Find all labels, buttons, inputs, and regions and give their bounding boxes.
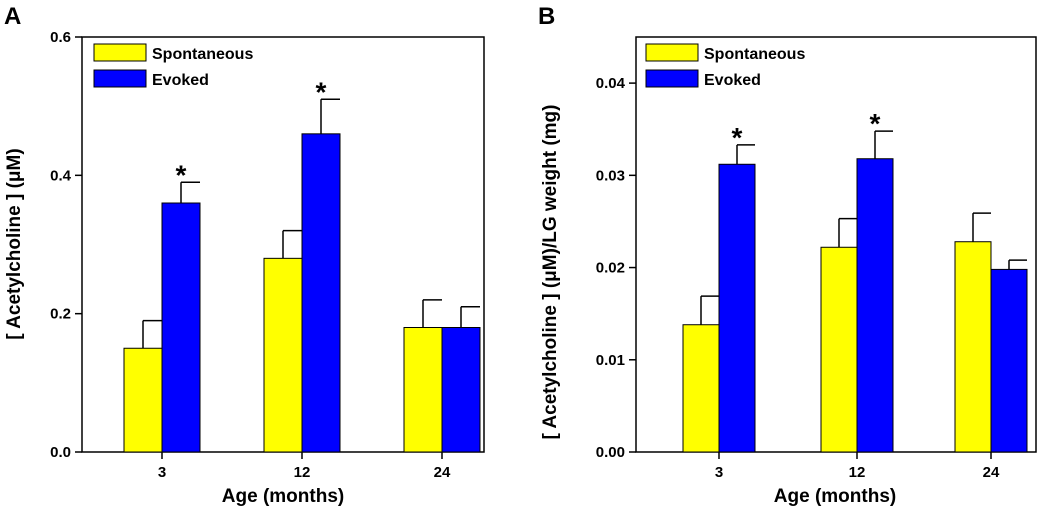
bar-evoked-3 bbox=[718, 163, 756, 453]
x-tick-label: 24 bbox=[983, 464, 1000, 481]
bar-spontaneous-3 bbox=[123, 347, 163, 453]
bar-spontaneous-12 bbox=[263, 257, 303, 453]
bar-evoked-24 bbox=[990, 268, 1028, 453]
legend-swatch-spontaneous bbox=[93, 43, 147, 62]
legend-label-evoked: Evoked bbox=[704, 72, 761, 89]
bar-spontaneous-24 bbox=[954, 241, 992, 453]
panel-b-x-axis-title: Age (months) bbox=[774, 486, 896, 507]
x-tick-label: 3 bbox=[158, 464, 166, 481]
significance-star: * bbox=[870, 108, 881, 139]
bar-evoked-24 bbox=[441, 327, 481, 453]
panel-a-y-axis-title: [ Acetylcholine ] (μM) bbox=[4, 148, 25, 339]
bar-evoked-12 bbox=[301, 133, 341, 453]
legend-swatch-evoked bbox=[645, 69, 699, 88]
y-tick-label: 0.6 bbox=[50, 29, 71, 46]
y-tick-label: 0.0 bbox=[50, 444, 71, 461]
panel-b: B * * 0.00 0.01 0.02 0.03 0.04 3 12 24 Age (mon… bbox=[538, 3, 1037, 507]
bar-spontaneous-3 bbox=[682, 324, 720, 453]
y-tick-label: 0.01 bbox=[596, 352, 625, 369]
bar-evoked-3 bbox=[161, 202, 201, 453]
legend-swatch-spontaneous bbox=[645, 43, 699, 62]
y-tick-label: 0.4 bbox=[50, 167, 72, 184]
panel-b-y-axis-title: [ Acetylcholine ] (μM)/LG weight (mg) bbox=[540, 105, 561, 440]
panel-a-legend: Spontaneous Evoked bbox=[93, 43, 253, 89]
y-tick-label: 0.2 bbox=[50, 306, 71, 323]
y-tick-label: 0.00 bbox=[596, 444, 625, 461]
significance-star: * bbox=[732, 122, 743, 153]
x-tick-label: 12 bbox=[294, 464, 311, 481]
legend-label-evoked: Evoked bbox=[152, 72, 209, 89]
bar-spontaneous-24 bbox=[403, 327, 443, 453]
x-tick-label: 3 bbox=[715, 464, 723, 481]
y-tick-label: 0.03 bbox=[596, 167, 625, 184]
panel-a: A * * 0.0 0.2 0.4 0.6 3 12 24 Age (months) [ A… bbox=[4, 3, 485, 507]
x-tick-label: 24 bbox=[434, 464, 451, 481]
y-tick-label: 0.04 bbox=[596, 75, 626, 92]
bar-evoked-12 bbox=[856, 158, 894, 453]
significance-star: * bbox=[176, 159, 187, 190]
bar-spontaneous-12 bbox=[820, 246, 858, 453]
panel-a-x-axis-title: Age (months) bbox=[222, 486, 344, 507]
x-tick-label: 12 bbox=[849, 464, 866, 481]
legend-label-spontaneous: Spontaneous bbox=[152, 46, 253, 63]
significance-star: * bbox=[316, 76, 327, 107]
legend-swatch-evoked bbox=[93, 69, 147, 88]
y-tick-label: 0.02 bbox=[596, 260, 625, 277]
panel-b-legend: Spontaneous Evoked bbox=[645, 43, 805, 89]
panel-a-letter: A bbox=[4, 3, 21, 30]
legend-label-spontaneous: Spontaneous bbox=[704, 46, 805, 63]
panel-b-letter: B bbox=[538, 3, 555, 30]
